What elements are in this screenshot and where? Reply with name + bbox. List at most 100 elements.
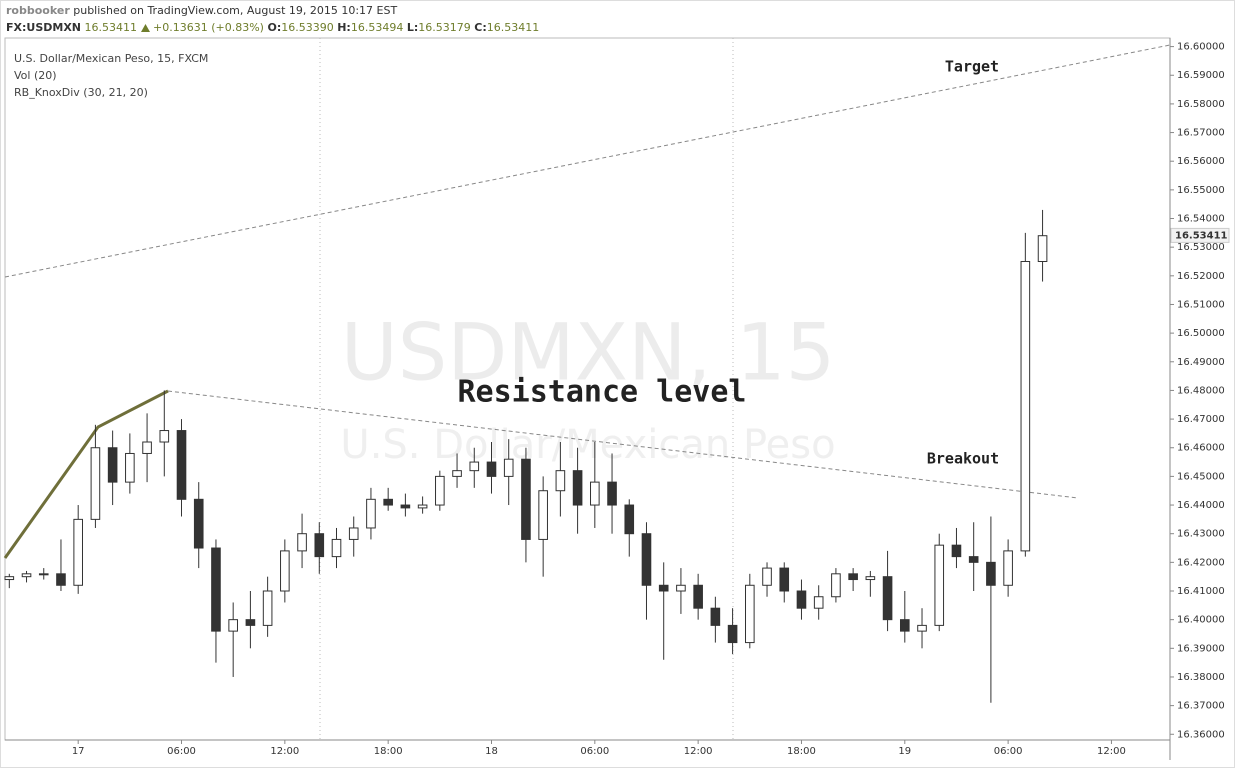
candle-body <box>142 441 152 454</box>
candle-body <box>658 584 669 592</box>
author: robbooker <box>6 4 70 17</box>
x-tick-label: 19 <box>898 746 911 757</box>
candle-body <box>762 567 772 586</box>
candle-body <box>986 561 996 586</box>
ohlc-label: C: <box>474 21 487 34</box>
resistance-trendline <box>167 390 1079 499</box>
ohlc-label: H: <box>337 21 351 34</box>
candle-body <box>469 461 480 472</box>
y-tick-label: 16.38000 <box>1177 672 1225 683</box>
candle-body <box>831 573 841 598</box>
candle-body <box>435 475 445 506</box>
change: +0.13631 (+0.83%) <box>153 21 264 34</box>
y-tick-label: 16.59000 <box>1177 70 1225 81</box>
candle-body <box>865 576 876 581</box>
y-tick-label: 16.49000 <box>1177 357 1225 368</box>
y-tick-label: 16.47000 <box>1177 414 1225 425</box>
y-tick-label: 16.43000 <box>1177 529 1225 540</box>
candle-body <box>727 624 738 644</box>
header-row: FX:USDMXN 16.53411 +0.13631 (+0.83%) O:1… <box>6 19 539 36</box>
candle-body <box>813 596 824 609</box>
candle-body <box>745 584 755 644</box>
chart-title: U.S. Dollar/Mexican Peso, 15, FXCM <box>14 52 208 65</box>
y-tick-label: 16.53000 <box>1177 242 1225 253</box>
candle-body <box>176 430 187 500</box>
y-tick-label: 16.50000 <box>1177 328 1225 339</box>
indicator-label: Vol (20) <box>14 69 57 82</box>
candle-body <box>590 481 600 506</box>
candle-body <box>211 547 221 632</box>
candle-body <box>314 533 325 558</box>
candle-body <box>693 584 703 609</box>
candle-body <box>572 470 583 506</box>
header-row: robbooker published on TradingView.com, … <box>6 2 539 19</box>
up-arrow <box>140 24 150 32</box>
candle-body <box>624 504 635 535</box>
candle-body <box>159 430 170 443</box>
x-tick-label: 17 <box>72 746 85 757</box>
y-tick-label: 16.40000 <box>1177 615 1225 626</box>
y-tick-label: 16.51000 <box>1177 299 1225 310</box>
watermark: USDMXN, 15 <box>341 308 836 398</box>
candle-body <box>228 619 238 632</box>
y-tick-label: 16.60000 <box>1177 42 1225 53</box>
candle-body <box>1003 550 1013 586</box>
candle-body <box>538 490 548 540</box>
candle-body <box>107 447 118 483</box>
x-tick-label: 18 <box>485 746 498 757</box>
candle-body <box>400 504 411 509</box>
candle-body <box>1020 260 1031 552</box>
price: 16.53411 <box>84 21 138 34</box>
candle-body <box>193 498 204 549</box>
y-tick-label: 16.46000 <box>1177 443 1225 454</box>
y-tick-label: 16.52000 <box>1177 271 1225 282</box>
y-tick-label: 16.57000 <box>1177 128 1225 139</box>
symbol: FX:USDMXN <box>6 21 82 34</box>
x-tick-label: 18:00 <box>787 746 816 757</box>
candle-body <box>417 504 428 509</box>
ohlc-value: 16.53390 <box>281 21 334 34</box>
y-tick-label: 16.48000 <box>1177 385 1225 396</box>
y-tick-label: 16.58000 <box>1177 99 1225 110</box>
candle-body <box>56 573 66 586</box>
last-price-tag <box>1170 227 1230 243</box>
candle-body <box>383 498 393 506</box>
watermark: U.S. Dollar/Mexican Peso <box>340 422 835 468</box>
candle-body <box>676 584 686 592</box>
candle-body <box>882 576 893 621</box>
x-tick-label: 06:00 <box>994 746 1023 757</box>
candle-body <box>934 544 945 626</box>
candle-body <box>297 533 307 552</box>
candle-body <box>968 556 979 563</box>
candle-body <box>125 452 135 483</box>
candle-body <box>779 567 790 592</box>
x-tick-label: 12:00 <box>684 746 713 757</box>
candle-body <box>521 458 531 540</box>
candle-body <box>245 619 256 626</box>
plot-area <box>4 37 1171 741</box>
y-tick-label: 16.44000 <box>1177 500 1225 511</box>
candle-body <box>796 590 807 609</box>
y-tick-label: 16.45000 <box>1177 471 1225 482</box>
candle-body <box>4 576 15 581</box>
annotation: Breakout <box>927 450 999 468</box>
candle-body <box>607 481 617 506</box>
indicator-label: RB_KnoxDiv (30, 21, 20) <box>14 86 148 99</box>
candle-body <box>951 544 962 558</box>
ohlc-label: O: <box>267 21 282 34</box>
published: published on TradingView.com, August 19,… <box>73 4 398 17</box>
y-tick-label: 16.39000 <box>1177 643 1225 654</box>
y-tick-label: 16.42000 <box>1177 557 1225 568</box>
last-price-label: 16.53411 <box>1175 230 1228 241</box>
candle-body <box>280 550 290 592</box>
y-tick-label: 16.36000 <box>1177 729 1225 740</box>
candle-body <box>486 461 497 477</box>
candle-body <box>90 447 101 520</box>
ohlc-label: L: <box>406 21 419 34</box>
ohlc-value: 16.53179 <box>418 21 471 34</box>
candle-body <box>262 590 273 626</box>
divergence-line <box>3 389 169 559</box>
candle-body <box>38 573 49 576</box>
header: robbooker published on TradingView.com, … <box>6 2 539 36</box>
